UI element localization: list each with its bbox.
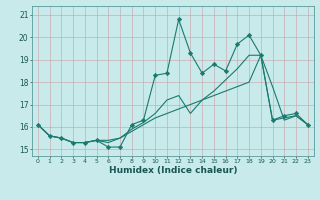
X-axis label: Humidex (Indice chaleur): Humidex (Indice chaleur) (108, 166, 237, 175)
